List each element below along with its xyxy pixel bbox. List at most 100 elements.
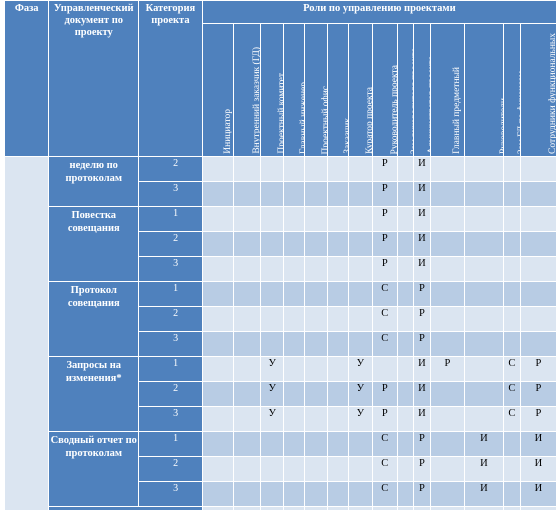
cutoff-cell bbox=[413, 506, 431, 511]
role-cell bbox=[429, 456, 465, 482]
role-header-label: Инициатор bbox=[222, 109, 233, 154]
role-header: Руководители функциональных подразделени… bbox=[463, 23, 505, 157]
role-cell bbox=[259, 181, 285, 207]
role-header-label: Руководитель проекта bbox=[389, 64, 398, 154]
role-cell bbox=[347, 481, 374, 507]
role-cell: Р bbox=[413, 281, 431, 307]
category-cell: 3 bbox=[138, 256, 203, 282]
role-cell bbox=[347, 456, 374, 482]
document-cell: Протокол совещания bbox=[48, 281, 140, 357]
category-cell: 3 bbox=[138, 331, 203, 357]
role-cell bbox=[396, 331, 415, 357]
role-cell bbox=[232, 231, 261, 257]
role-cell bbox=[201, 406, 234, 432]
role-cell bbox=[303, 381, 329, 407]
role-cell bbox=[429, 156, 465, 182]
role-header-label: Проектный комитет bbox=[277, 73, 284, 154]
role-cell: Р bbox=[372, 256, 398, 282]
role-cell bbox=[232, 456, 261, 482]
category-cell: 2 bbox=[138, 306, 203, 332]
role-cell bbox=[259, 206, 285, 232]
role-cell bbox=[283, 256, 305, 282]
cutoff-cell bbox=[232, 506, 261, 511]
role-cell bbox=[347, 306, 374, 332]
category-cell: 2 bbox=[138, 156, 203, 182]
role-header: Руководитель проекта bbox=[372, 23, 398, 157]
role-cell bbox=[232, 206, 261, 232]
role-header-label: Куратор проекта bbox=[365, 87, 373, 154]
role-cell bbox=[327, 156, 349, 182]
role-cell: Р bbox=[519, 356, 557, 382]
role-cell bbox=[429, 181, 465, 207]
role-header: Главный инженер bbox=[283, 23, 305, 157]
role-cell bbox=[283, 306, 305, 332]
role-header-label: Сотрудники функциональных подразделений bbox=[548, 32, 557, 154]
role-cell: Р bbox=[372, 406, 398, 432]
role-cell bbox=[347, 256, 374, 282]
role-cell bbox=[201, 206, 234, 232]
raci-table: Фаза Управленческий документ по проекту … bbox=[3, 0, 557, 511]
role-cell bbox=[396, 181, 415, 207]
role-cell bbox=[201, 306, 234, 332]
role-cell bbox=[201, 356, 234, 382]
role-cell bbox=[283, 356, 305, 382]
role-header: Куратор проекта bbox=[347, 23, 374, 157]
role-cell bbox=[429, 406, 465, 432]
role-cell bbox=[232, 306, 261, 332]
role-cell bbox=[283, 231, 305, 257]
role-cell: У bbox=[259, 381, 285, 407]
role-cell: Р bbox=[372, 156, 398, 182]
table-row: неделю по протоколам 2 Р И bbox=[3, 156, 557, 511]
role-cell bbox=[503, 231, 521, 257]
role-cell bbox=[503, 281, 521, 307]
role-cell: И bbox=[463, 456, 505, 482]
role-cell bbox=[201, 456, 234, 482]
role-cell bbox=[396, 356, 415, 382]
role-cell: У bbox=[347, 381, 374, 407]
role-cell: Р bbox=[519, 381, 557, 407]
role-cell bbox=[201, 281, 234, 307]
role-cell bbox=[463, 356, 505, 382]
role-cell bbox=[201, 231, 234, 257]
role-cell bbox=[396, 231, 415, 257]
role-cell bbox=[503, 456, 521, 482]
role-cell: С bbox=[372, 306, 398, 332]
role-cell: У bbox=[347, 406, 374, 432]
role-cell bbox=[201, 256, 234, 282]
role-cell bbox=[503, 156, 521, 182]
category-cell: 3 bbox=[138, 406, 203, 432]
role-cell: Р bbox=[429, 356, 465, 382]
role-header: Зам.ГД по финансам bbox=[503, 23, 521, 157]
role-cell bbox=[259, 256, 285, 282]
role-cell bbox=[201, 156, 234, 182]
role-cell bbox=[327, 456, 349, 482]
role-cell bbox=[463, 281, 505, 307]
role-cell: Р bbox=[413, 306, 431, 332]
role-cell bbox=[347, 281, 374, 307]
role-cell: Р bbox=[372, 231, 398, 257]
role-header-label: Проектный офис bbox=[321, 85, 328, 154]
role-cell bbox=[303, 231, 329, 257]
role-cell: И bbox=[413, 206, 431, 232]
role-cell: И bbox=[413, 256, 431, 282]
cutoff-cell bbox=[283, 506, 305, 511]
role-cell: С bbox=[503, 406, 521, 432]
role-cell bbox=[519, 306, 557, 332]
role-cell bbox=[259, 456, 285, 482]
role-cell bbox=[201, 381, 234, 407]
role-cell bbox=[396, 406, 415, 432]
role-header: Главный предметный bbox=[429, 23, 465, 157]
role-cell bbox=[347, 231, 374, 257]
role-header: Сотрудники функциональных подразделений bbox=[519, 23, 557, 157]
role-cell bbox=[463, 331, 505, 357]
role-cell bbox=[396, 306, 415, 332]
roles-header: Роли по управлению проектами bbox=[201, 0, 557, 24]
role-cell: С bbox=[372, 331, 398, 357]
role-cell bbox=[201, 431, 234, 457]
